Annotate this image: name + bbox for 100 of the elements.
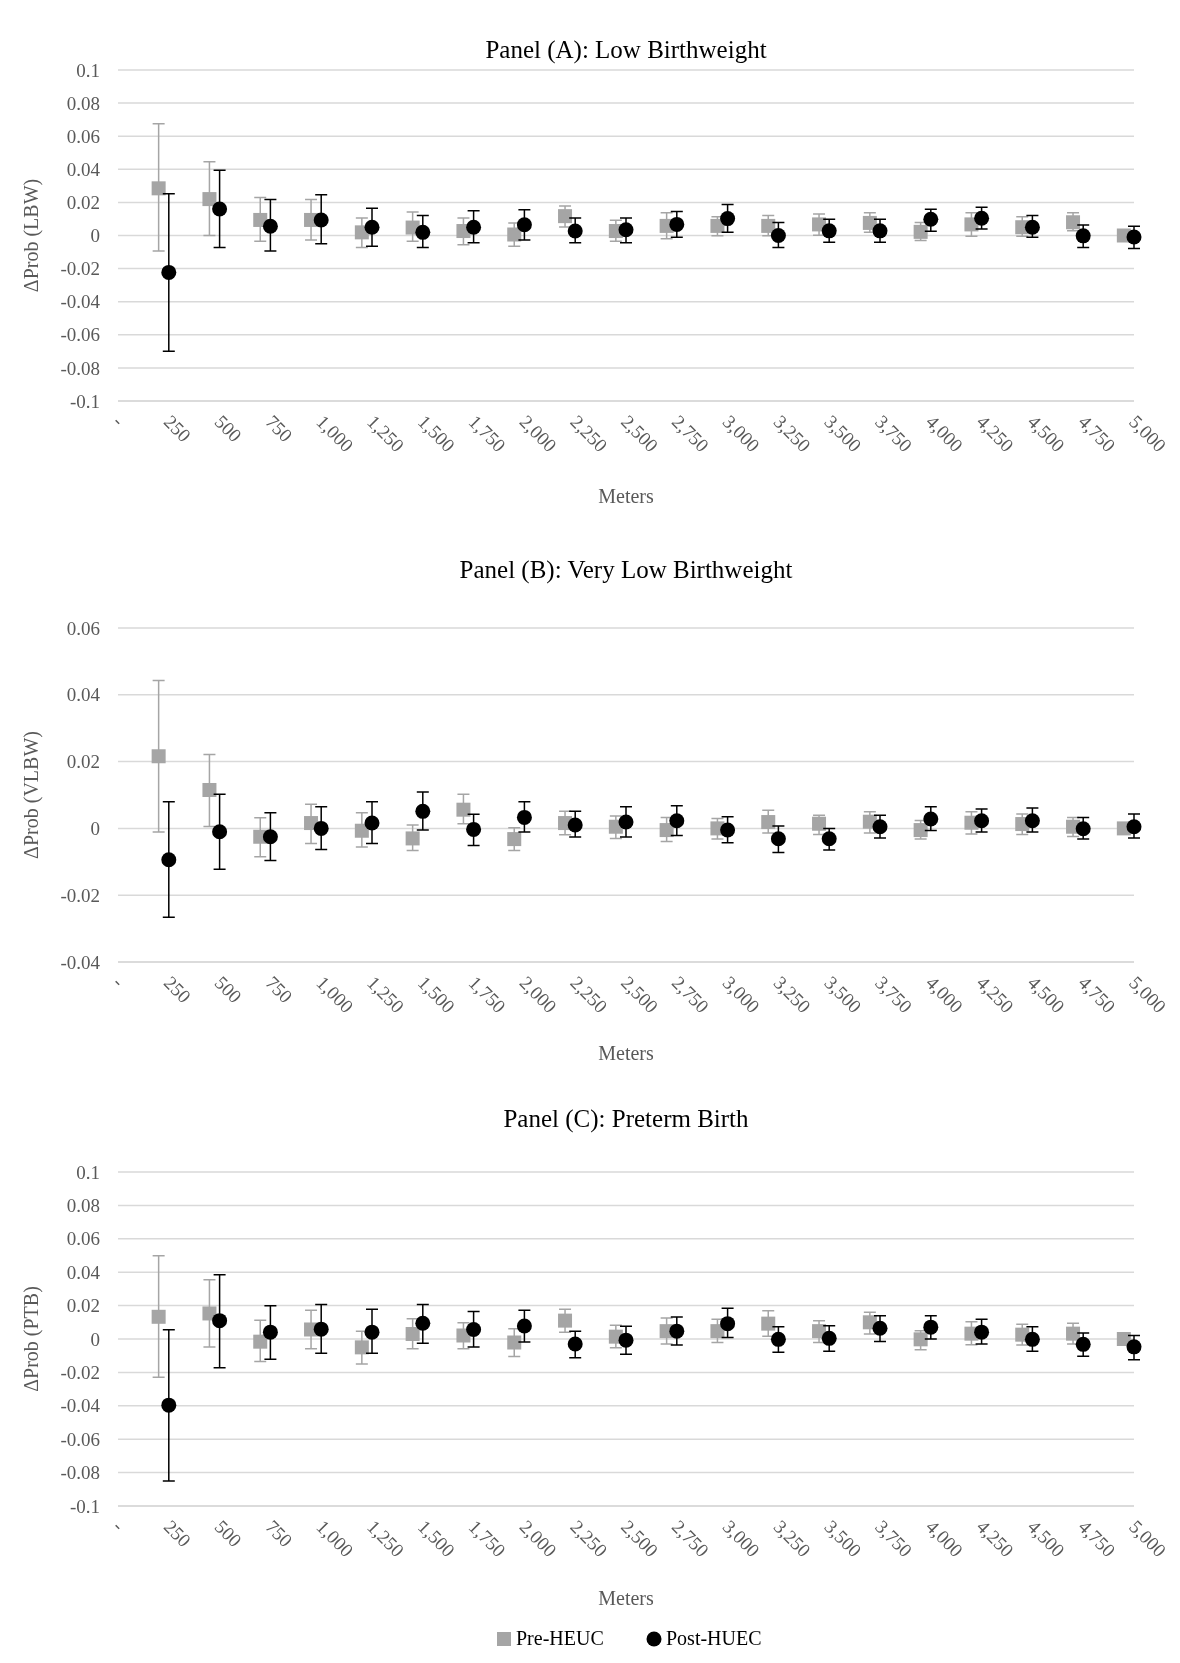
point: [761, 1316, 776, 1331]
y-tick-label: 0: [90, 1328, 100, 1350]
x-tick-label: 4,000: [921, 971, 968, 1018]
point: [507, 1335, 522, 1350]
x-tick-label: 4,000: [921, 1515, 968, 1562]
y-tick-label: 0.08: [66, 1195, 100, 1217]
point: [516, 1318, 532, 1334]
point: [151, 1309, 166, 1324]
x-axis-title: Meters: [598, 1042, 654, 1064]
point: [415, 224, 431, 240]
chart-title: Panel (B): Very Low Birthweight: [459, 556, 793, 584]
point: [720, 1316, 736, 1332]
point: [262, 829, 278, 845]
x-tick-label: 500: [210, 1515, 246, 1551]
point: [202, 1306, 217, 1321]
x-tick-label: 750: [261, 410, 297, 446]
point: [618, 1332, 634, 1348]
point: [262, 1324, 278, 1340]
point: [974, 210, 990, 226]
point: [1024, 813, 1040, 829]
point: [669, 813, 685, 829]
point: [262, 218, 278, 234]
point: [354, 823, 369, 838]
point: [872, 223, 888, 239]
point: [364, 815, 380, 831]
y-tick-label: -0.02: [60, 258, 100, 280]
y-tick-label: -0.06: [60, 324, 100, 346]
point: [1075, 821, 1091, 837]
point: [507, 227, 522, 242]
point: [974, 1324, 990, 1340]
point: [415, 803, 431, 819]
point: [405, 1326, 420, 1341]
point: [567, 223, 583, 239]
point: [1075, 228, 1091, 244]
point: [151, 749, 166, 764]
x-tick-label: 750: [261, 1515, 297, 1551]
point: [821, 831, 837, 847]
point: [720, 211, 736, 227]
y-tick-label: -0.04: [60, 291, 101, 313]
point: [659, 823, 674, 838]
y-tick-label: -0.08: [60, 357, 100, 379]
y-axis-title: ΔProb (LBW): [20, 178, 43, 293]
point: [558, 209, 573, 224]
point: [923, 1319, 939, 1335]
point: [354, 1340, 369, 1355]
y-axis-title: ΔProb (PTB): [20, 1286, 43, 1392]
y-tick-label: 0.02: [66, 1295, 100, 1317]
chart-title: Panel (A): Low Birthweight: [485, 36, 767, 64]
point: [466, 821, 482, 837]
y-tick-label: -0.1: [69, 1495, 100, 1517]
y-tick-label: -0.04: [60, 1395, 101, 1417]
y-tick-label: 0.04: [66, 1261, 101, 1283]
y-tick-label: -0.08: [60, 1462, 100, 1484]
y-tick-label: 0.1: [76, 59, 100, 81]
point: [516, 809, 532, 825]
y-tick-label: -0.1: [69, 390, 100, 412]
point: [923, 211, 939, 227]
y-tick-label: 0.06: [66, 617, 100, 639]
point: [1126, 819, 1142, 835]
point: [567, 817, 583, 833]
y-tick-label: 0: [90, 818, 100, 840]
legend-label: Pre-HEUC: [516, 1627, 604, 1649]
point: [1024, 1331, 1040, 1347]
y-tick-label: 0.04: [66, 158, 101, 180]
y-axis-title: ΔProb (VLBW): [20, 731, 43, 859]
point: [872, 1320, 888, 1336]
point: [405, 831, 420, 846]
x-tick-label: -: [109, 971, 129, 992]
y-tick-label: 0.06: [66, 1228, 100, 1250]
point: [161, 1397, 177, 1413]
point: [821, 1330, 837, 1346]
point: [516, 217, 532, 233]
point: [253, 1334, 268, 1349]
point: [770, 831, 786, 847]
x-axis-title: Meters: [598, 485, 654, 507]
point: [161, 852, 177, 868]
x-tick-label: 250: [159, 1515, 195, 1551]
y-tick-label: 0.06: [66, 125, 100, 147]
point: [618, 814, 634, 830]
point: [313, 1321, 329, 1337]
point: [669, 1323, 685, 1339]
x-tick-label: 250: [159, 410, 195, 446]
x-tick-label: 250: [159, 971, 195, 1007]
chart-title: Panel (C): Preterm Birth: [503, 1105, 750, 1133]
point: [415, 1315, 431, 1331]
point: [761, 218, 776, 233]
x-tick-label: 500: [210, 410, 246, 446]
point: [507, 832, 522, 847]
point: [456, 802, 471, 817]
point: [1024, 219, 1040, 235]
point: [151, 181, 166, 196]
point: [770, 1331, 786, 1347]
point: [313, 212, 329, 228]
x-tick-label: 4,000: [921, 410, 968, 457]
point: [161, 264, 177, 280]
point: [872, 819, 888, 835]
x-tick-label: 500: [210, 971, 246, 1007]
point: [812, 816, 827, 831]
point: [202, 782, 217, 797]
point: [364, 219, 380, 235]
